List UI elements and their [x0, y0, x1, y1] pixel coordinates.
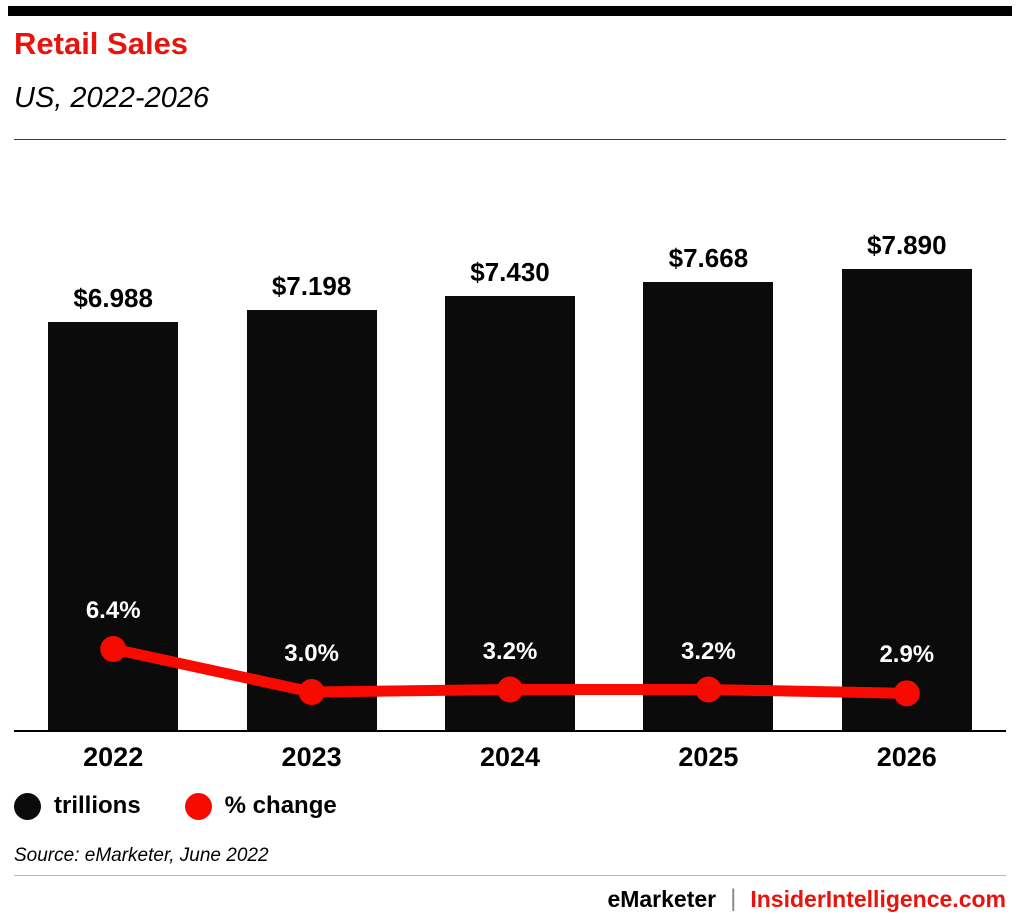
x-axis-label-2022: 2022 — [83, 742, 144, 772]
footer: eMarketer | InsiderIntelligence.com — [14, 875, 1006, 913]
pct-label-2025: 3.2% — [681, 637, 736, 665]
footer-brand: eMarketer — [607, 885, 717, 912]
legend: trillions % change — [14, 792, 337, 820]
source-note: Source: eMarketer, June 2022 — [14, 845, 269, 866]
x-axis-label-2024: 2024 — [479, 742, 541, 772]
top-accent-bar — [8, 6, 1012, 16]
legend-label: % change — [224, 792, 337, 819]
pct-label-2022: 6.4% — [85, 597, 141, 625]
footer-separator: | — [730, 885, 737, 912]
bar-value-label-2022: $6.988 — [73, 282, 153, 313]
retail-sales-chart: $6.988 2022 6.4% $7.198 2023 3.0% $7.430 2024 3.… — [14, 200, 1006, 775]
x-axis-label-2025: 2025 — [678, 742, 739, 772]
pct-label-2023: 3.0% — [284, 640, 339, 668]
bar-value-label-2025: $7.668 — [668, 243, 749, 274]
legend-item-trillions: trillions — [14, 792, 141, 820]
legend-dot — [184, 792, 212, 820]
legend-label: trillions — [54, 792, 141, 819]
bar-value-label-2026: $7.890 — [867, 230, 947, 261]
x-axis-label-2023: 2023 — [281, 742, 342, 772]
pct-label-2026: 2.9% — [879, 641, 935, 669]
bar-2022 — [48, 321, 179, 730]
bar-value-label-2023: $7.198 — [271, 270, 352, 301]
x-axis-label-2026: 2026 — [876, 742, 937, 772]
footer-site-link[interactable]: InsiderIntelligence.com — [750, 885, 1006, 912]
header-divider — [14, 139, 1006, 140]
x-axis-line — [14, 730, 1006, 732]
bar-value-label-2024: $7.430 — [470, 257, 550, 288]
page-title: Retail Sales — [14, 26, 189, 61]
pct-label-2024: 3.2% — [482, 637, 538, 665]
page-subtitle: US, 2022-2026 — [14, 82, 210, 114]
legend-dot — [14, 792, 41, 820]
legend-item--change: % change — [184, 792, 337, 820]
